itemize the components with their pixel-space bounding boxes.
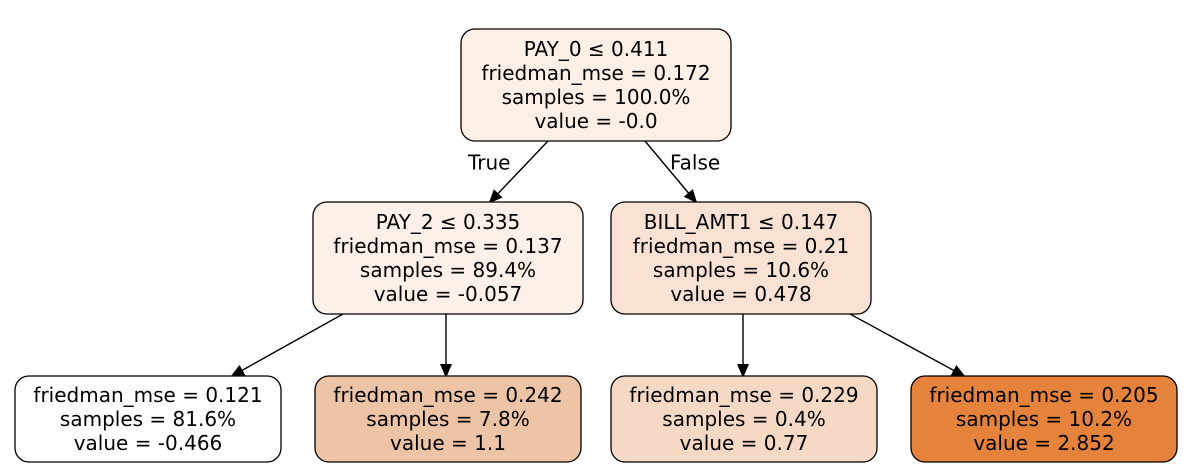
- node-box: [610, 201, 872, 315]
- node-line: value = 0.77: [680, 431, 809, 455]
- node-box: [14, 375, 282, 463]
- node-line: samples = 0.4%: [662, 407, 825, 431]
- node-line: value = 2.852: [973, 431, 1114, 455]
- node-line: friedman_mse = 0.21: [633, 234, 849, 258]
- edge-label-true: True: [467, 151, 510, 175]
- node-line: friedman_mse = 0.172: [481, 61, 710, 85]
- edge-arrow: [230, 313, 344, 377]
- node-box: [312, 201, 584, 315]
- node-line: samples = 89.4%: [360, 258, 536, 282]
- node-line: samples = 10.2%: [956, 407, 1132, 431]
- node-box: [314, 375, 582, 463]
- node-line: value = 0.478: [670, 282, 811, 306]
- node-line: friedman_mse = 0.205: [929, 383, 1158, 407]
- node-line: friedman_mse = 0.121: [33, 383, 262, 407]
- node-line: samples = 10.6%: [653, 258, 829, 282]
- edge-arrow: [644, 140, 698, 204]
- node-line: friedman_mse = 0.242: [333, 383, 562, 407]
- node-box: [910, 375, 1178, 463]
- node-line: BILL_AMT1 ≤ 0.147: [644, 210, 839, 234]
- node-line: friedman_mse = 0.137: [333, 234, 562, 258]
- node-line: value = -0.057: [374, 282, 523, 306]
- edge-right-to-leaf4: [849, 313, 966, 377]
- node-line: samples = 7.8%: [366, 407, 529, 431]
- node-box: [610, 375, 878, 463]
- node-line: samples = 81.6%: [60, 407, 236, 431]
- node-line: samples = 100.0%: [502, 85, 691, 109]
- node-line: value = 1.1: [390, 431, 506, 455]
- node-line: value = -0.466: [74, 431, 223, 455]
- edge-root-to-right: False: [644, 140, 720, 204]
- edge-label-false: False: [670, 151, 720, 175]
- node-box: [460, 28, 732, 142]
- edge-root-to-left: True: [467, 140, 549, 204]
- node-line: PAY_0 ≤ 0.411: [524, 37, 669, 61]
- node-line: PAY_2 ≤ 0.335: [376, 210, 521, 234]
- node-line: value = -0.0: [534, 109, 657, 133]
- edges-layer: True False: [230, 140, 966, 378]
- node-line: friedman_mse = 0.229: [629, 383, 858, 407]
- edge-arrow: [488, 140, 549, 204]
- edge-arrow: [849, 313, 966, 377]
- edge-left-to-leaf1: [230, 313, 344, 377]
